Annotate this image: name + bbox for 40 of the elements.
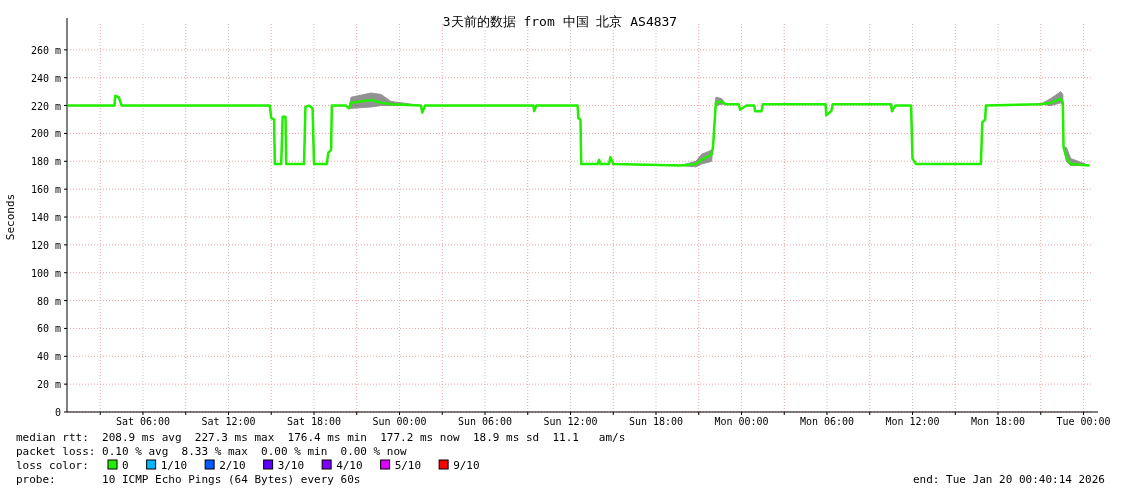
- x-tick-label: Mon 18:00: [970, 416, 1026, 427]
- y-tick-label: 20 m: [36, 379, 61, 391]
- y-tick-label: 180 m: [30, 156, 61, 168]
- y-tick-label: 200 m: [30, 128, 61, 140]
- x-tick-label: Mon 06:00: [799, 416, 855, 427]
- y-tick-label: 40 m: [36, 351, 61, 363]
- y-tick-label: 0: [54, 407, 61, 418]
- y-axis-title: Seconds: [4, 193, 17, 241]
- y-tick-label: 260 m: [30, 44, 61, 56]
- x-tick-label: Sun 00:00: [372, 416, 427, 427]
- legend-label: 2/10: [219, 459, 246, 472]
- y-tick-label: 80 m: [36, 295, 61, 307]
- y-tick-label: 220 m: [30, 100, 61, 112]
- y-tick-label: 160 m: [30, 184, 61, 196]
- x-tick-label: Sat 06:00: [115, 416, 171, 427]
- x-tick-label: Sun 06:00: [457, 416, 513, 427]
- x-tick-label: Tue 00:00: [1056, 416, 1111, 427]
- y-tick-label: 100 m: [30, 267, 61, 279]
- legend-label: 1/10: [160, 459, 188, 472]
- legend-title: loss color:: [16, 459, 89, 472]
- y-tick-label: 140 m: [30, 212, 61, 223]
- text: end: Tue Jan 20 00:40:14 2026: [912, 473, 1105, 486]
- y-tick-label: 120 m: [30, 239, 61, 251]
- chart-title: 3天前的数据 from 中国 北京 AS4837: [442, 14, 678, 29]
- y-tick-label: 240 m: [30, 72, 61, 84]
- text: probe: 10 ICMP Echo Pings (64 Bytes) every 60s: [16, 473, 361, 486]
- x-tick-label: Sun 18:00: [628, 416, 684, 427]
- x-tick-label: Mon 00:00: [714, 416, 769, 427]
- x-tick-label: Sat 18:00: [286, 416, 342, 427]
- x-tick-label: Sat 12:00: [201, 416, 256, 427]
- legend-label: 5/10: [394, 459, 422, 472]
- legend-label: 4/10: [336, 459, 363, 472]
- text: packet loss: 0.10 % avg 8.33 % max 0.00 % min 0.00 % now: [16, 445, 408, 458]
- y-tick-label: 60 m: [36, 323, 61, 335]
- x-tick-label: Mon 12:00: [885, 416, 940, 427]
- legend-label: 9/10: [453, 459, 480, 472]
- legend-label: 3/10: [277, 459, 305, 472]
- legend-label: 0: [122, 459, 129, 472]
- text: median rtt: 208.9 ms avg 227.3 ms max 176.4 ms min 177.2 ms now 18.9 ms sd 11.1 am/s: [16, 431, 626, 444]
- x-tick-label: Sun 12:00: [543, 416, 598, 427]
